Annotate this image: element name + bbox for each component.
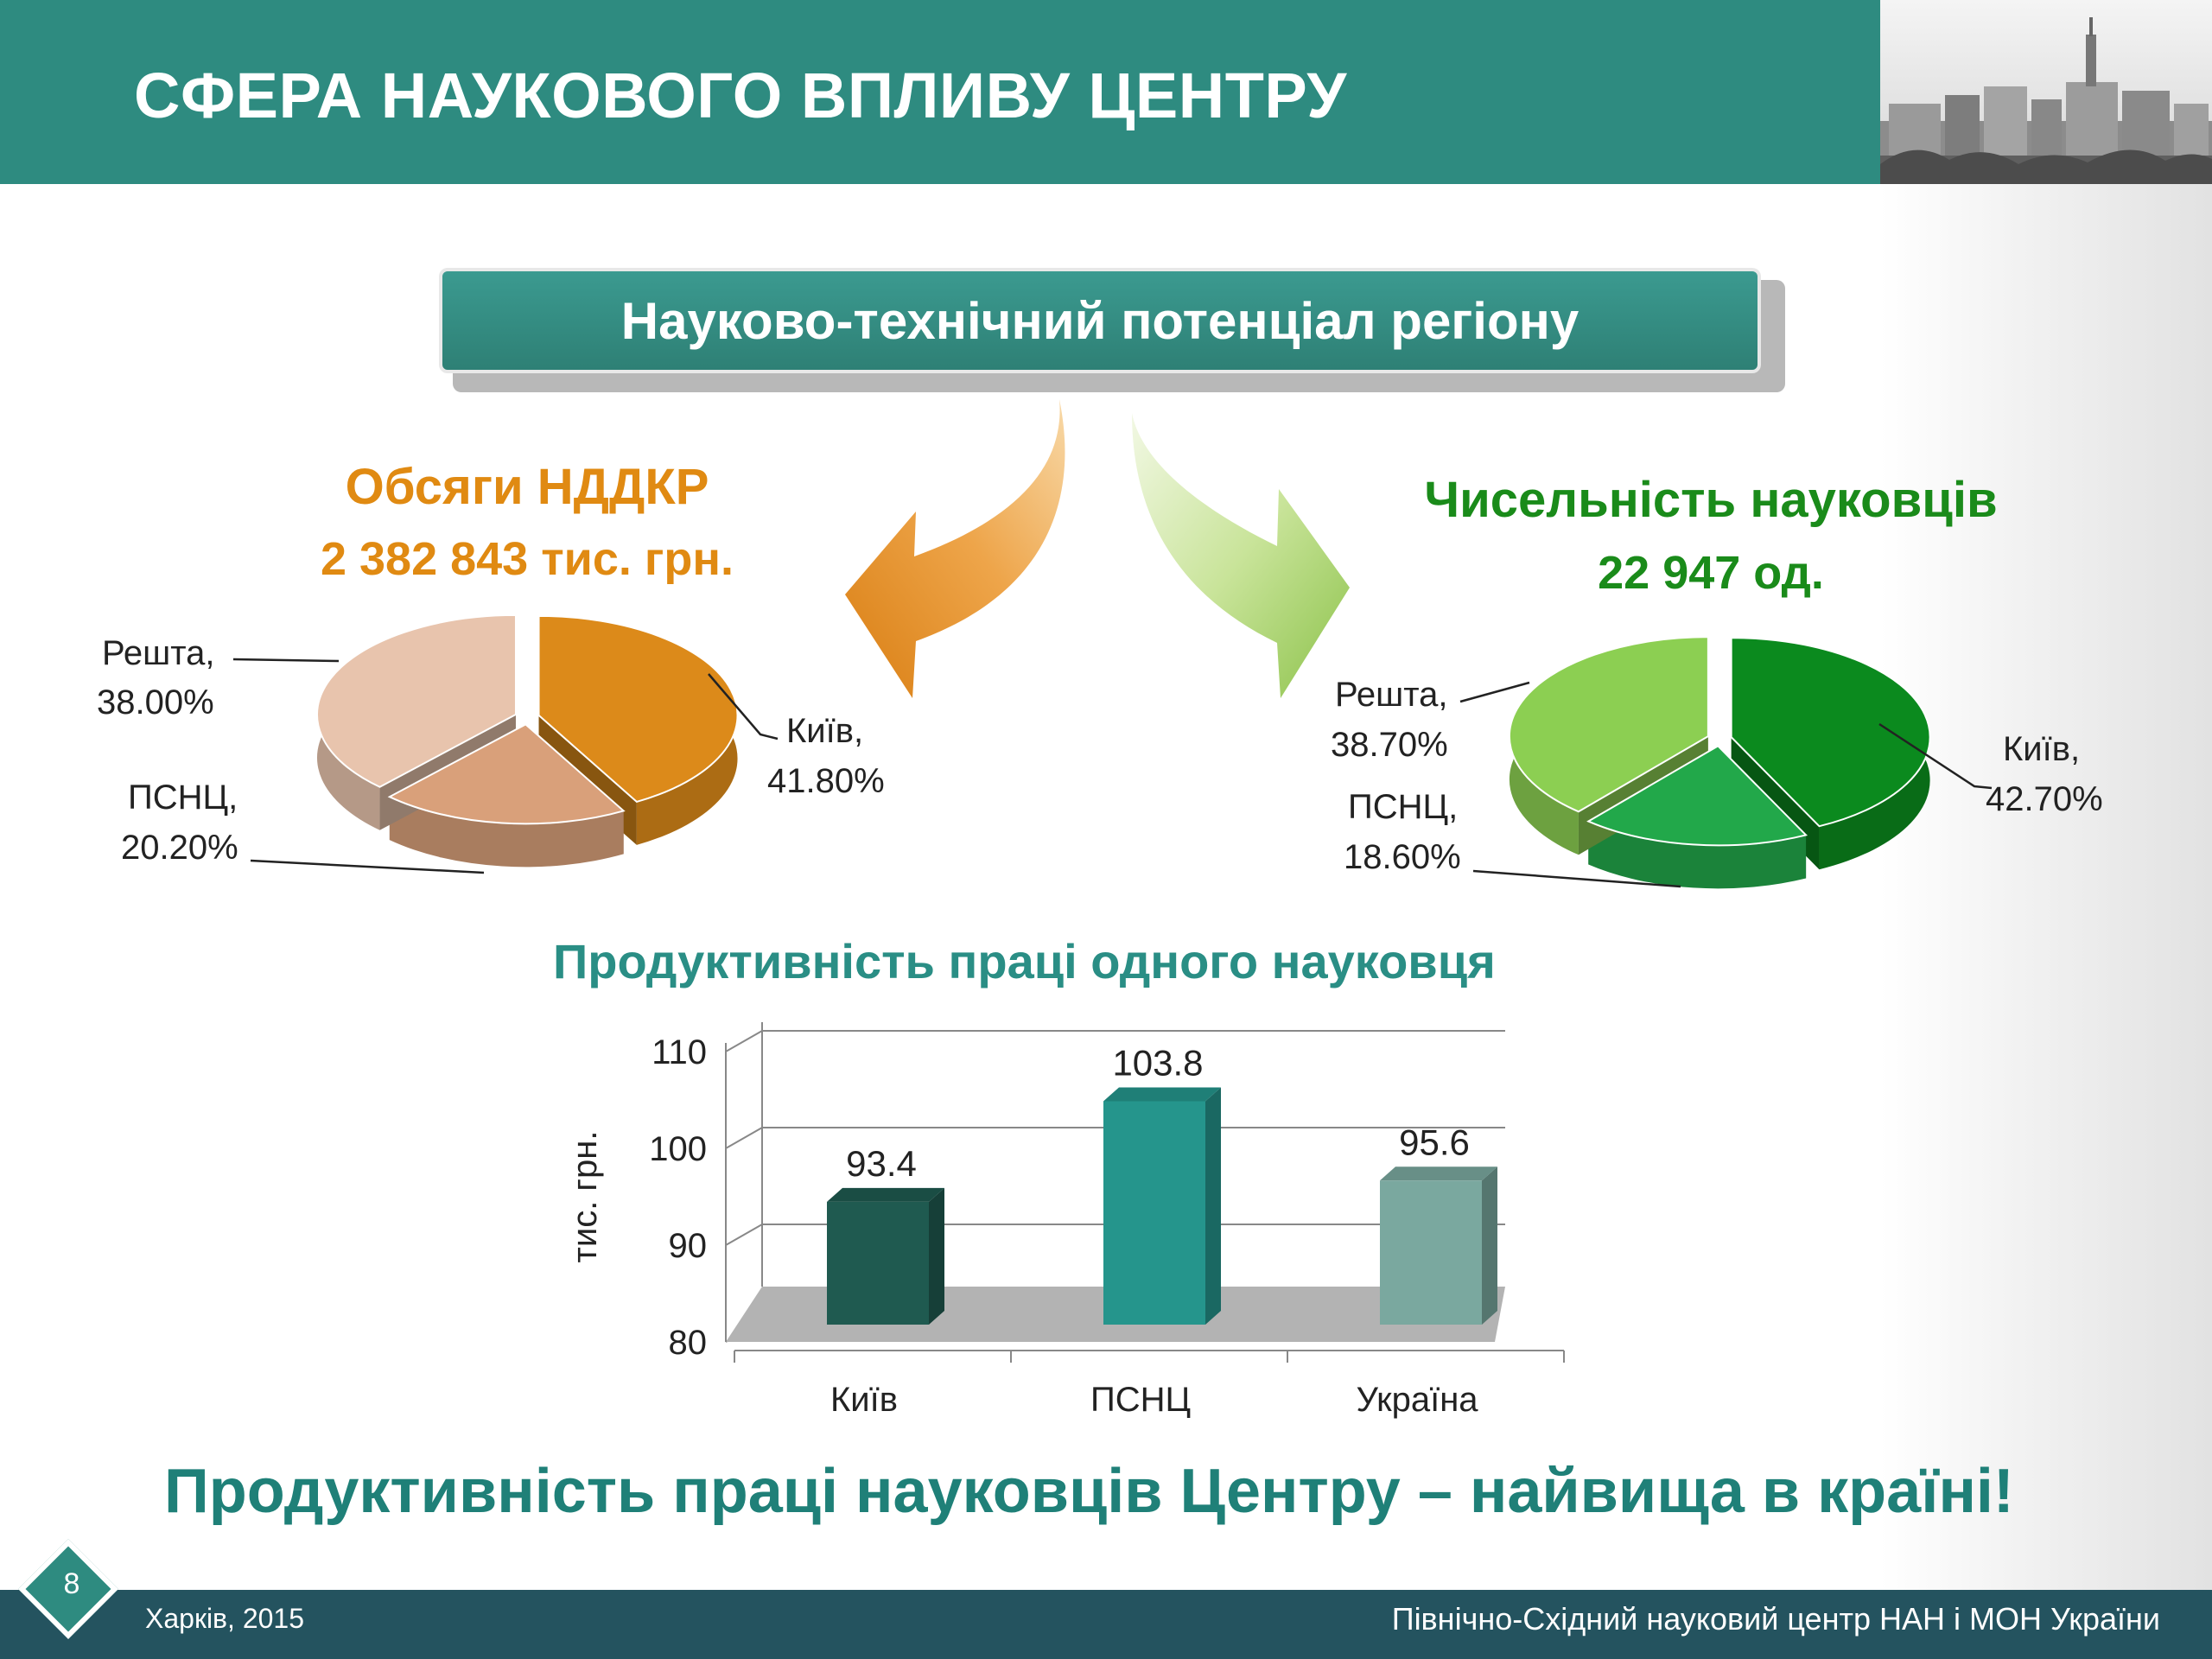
- page-number: 8: [63, 1567, 80, 1600]
- left-label-kyiv-name: Київ,: [786, 712, 864, 750]
- right-label-rest-name: Решта,: [1335, 676, 1448, 714]
- left-label-psnc-name: ПСНЦ,: [128, 779, 238, 817]
- banner-text: Науково-технічний потенціал регіону: [620, 291, 1580, 350]
- nddkr-slice-київ: [537, 614, 739, 804]
- footer-organization: Північно-Східний науковий центр НАН і МО…: [1391, 1601, 2160, 1637]
- bar-top-1: [1103, 1087, 1221, 1102]
- right-chart-total: 22 947 од.: [1598, 547, 1824, 599]
- scientists-slice-пснц: [1586, 745, 1808, 847]
- bar-value-label-1: 103.8: [1112, 1042, 1203, 1083]
- bar-side-2: [1482, 1166, 1497, 1325]
- left-label-rest-value: 38.00%: [97, 683, 214, 721]
- pie-chart-nddkr: [315, 613, 739, 868]
- conclusion-text: Продуктивність праці науковців Центру – …: [164, 1457, 2014, 1526]
- pie-chart-scientists: [1508, 636, 1931, 889]
- slide-title: СФЕРА НАУКОВОГО ВПЛИВУ ЦЕНТРУ: [134, 60, 1347, 131]
- decorative-side-strip: [1880, 184, 2212, 1590]
- bar-київ: [827, 1201, 929, 1325]
- bar-value-label-0: 93.4: [846, 1143, 917, 1184]
- bar-side-1: [1205, 1087, 1221, 1325]
- right-label-psnc-value: 18.60%: [1344, 838, 1461, 876]
- footer-bar: [0, 1590, 2212, 1659]
- nddkr-slice-пснц: [387, 723, 626, 825]
- right-label-kyiv-name: Київ,: [2003, 730, 2081, 768]
- grid-diag-3: [725, 1030, 763, 1052]
- right-label-psnc-name: ПСНЦ,: [1348, 788, 1459, 826]
- y-axis-label: тис. грн.: [566, 1131, 604, 1263]
- footer-city-year: Харків, 2015: [145, 1603, 305, 1634]
- grid-diag-1: [725, 1224, 763, 1246]
- right-chart-title: Чисельність науковців: [1424, 472, 1998, 528]
- potential-banner: Науково-технічний потенціал регіону: [439, 268, 1761, 373]
- header-bar: СФЕРА НАУКОВОГО ВПЛИВУ ЦЕНТРУ: [0, 0, 1880, 184]
- pie-leader-lines: [232, 658, 1993, 888]
- scientists-slice-київ: [1730, 637, 1931, 828]
- y-tick-label-3: 110: [652, 1033, 707, 1071]
- bar-value-label-2: 95.6: [1399, 1122, 1470, 1162]
- x-category-label-2: Україна: [1356, 1381, 1478, 1419]
- scientists-slice-решта: [1508, 636, 1709, 813]
- city-photo-drawing: [1880, 0, 2212, 184]
- bar-top-2: [1380, 1166, 1497, 1181]
- bar-top-0: [827, 1187, 944, 1202]
- bar-україна: [1380, 1180, 1482, 1325]
- left-label-rest-name: Решта,: [102, 634, 215, 672]
- green-curved-arrow: [1132, 413, 1350, 698]
- grid-diag-2: [725, 1127, 763, 1149]
- left-label-kyiv-value: 41.80%: [767, 762, 885, 800]
- nddkr-slice-side-1: [389, 797, 624, 868]
- bar-chart-title: Продуктивність праці одного науковця: [553, 934, 1496, 988]
- left-chart-total: 2 382 843 тис. грн.: [320, 533, 734, 585]
- bar-side-0: [929, 1187, 944, 1325]
- nddkr-slice-решта: [315, 613, 517, 788]
- x-category-label-0: Київ: [830, 1381, 898, 1419]
- bar-пснц: [1103, 1101, 1205, 1325]
- y-tick-label-1: 90: [669, 1227, 708, 1265]
- y-tick-label-0: 80: [669, 1324, 708, 1362]
- left-label-psnc-value: 20.20%: [121, 829, 238, 867]
- y-tick-label-2: 100: [649, 1130, 707, 1168]
- left-chart-title: Обсяги НДДКР: [345, 459, 709, 515]
- x-category-label-1: ПСНЦ: [1090, 1381, 1191, 1419]
- right-label-kyiv-value: 42.70%: [1986, 780, 2103, 818]
- city-photo: [1880, 0, 2212, 184]
- right-label-rest-value: 38.70%: [1331, 726, 1448, 764]
- orange-curved-arrow: [845, 399, 1065, 698]
